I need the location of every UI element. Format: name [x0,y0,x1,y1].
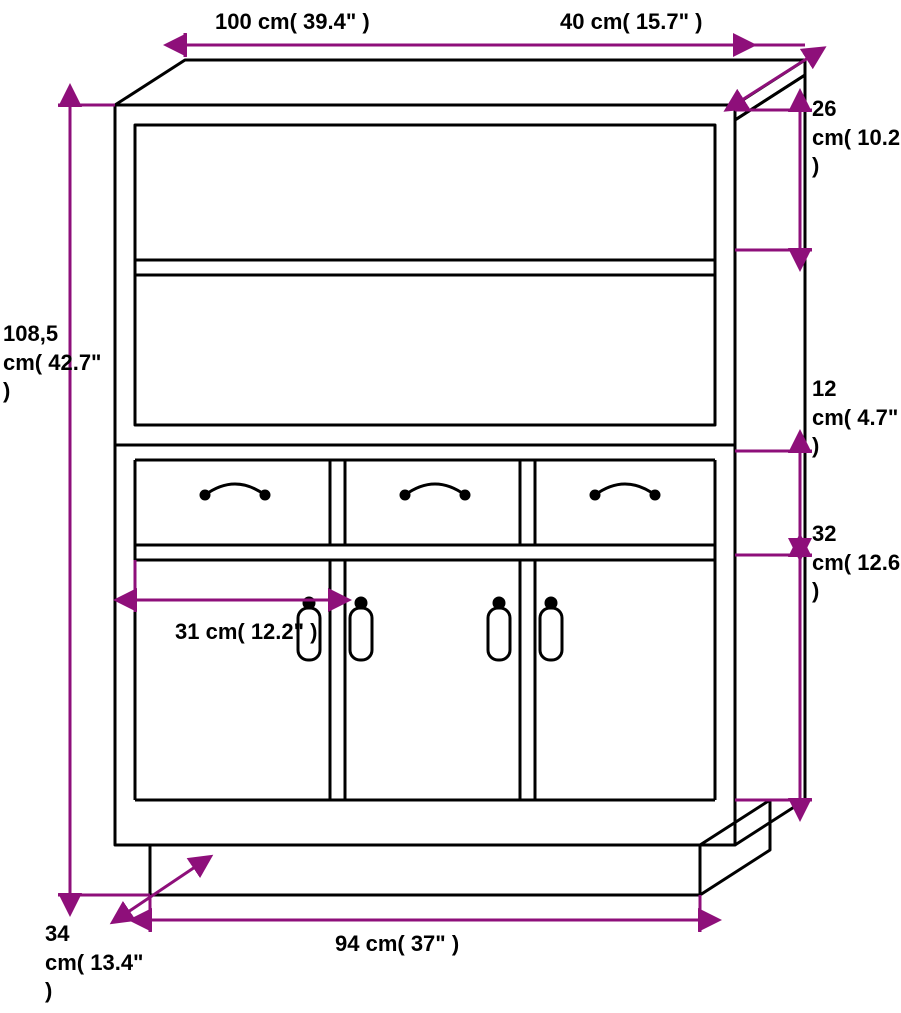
dim-door-h: 32 cm( 12.6" ) [812,520,901,606]
dim-door-w: 31 cm( 12.2" ) [175,618,318,647]
dim-top-depth: 40 cm( 15.7" ) [560,8,703,37]
dim-base-w: 94 cm( 37" ) [335,930,459,959]
dim-height: 108,5 cm( 42.7" ) [3,320,101,406]
dim-drawer-h: 12 cm( 4.7" ) [812,375,898,461]
dim-base-d: 34 cm( 13.4" ) [45,920,143,1006]
dim-top-width: 100 cm( 39.4" ) [215,8,370,37]
dim-shelf-h: 26 cm( 10.2" ) [812,95,901,181]
furniture-diagram [0,0,901,1013]
